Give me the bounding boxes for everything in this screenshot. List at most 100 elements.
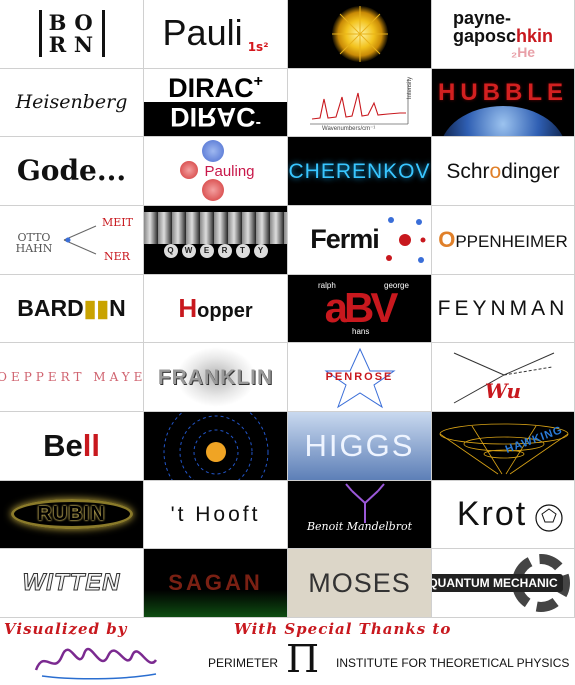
tile-abv: ralph george hans aBV [288, 274, 432, 344]
spacetime-funnel-icon [439, 423, 569, 475]
bardeen-logo: BARD▮▮N [17, 294, 126, 321]
quantum-mechanic-name: QUANTUM MECHANIC [432, 574, 563, 593]
helium-symbol: ₂He [510, 43, 536, 60]
payne-line: gaposc [452, 25, 516, 46]
schrodinger-cat-icon: o [489, 159, 502, 183]
wu-name: Wu [484, 379, 522, 404]
credits-footer: Visualized by With Special Thanks to PER… [0, 618, 575, 685]
goeppert-mayer-name: GOEPPERT MAYER [0, 370, 143, 385]
pauli-name: Pauli [162, 11, 243, 53]
tile-sagan: SAGAN [144, 549, 288, 618]
tile-hawking: HAWKING [432, 411, 575, 481]
bell-logo: Bell [43, 430, 100, 461]
fission-arrows-icon [63, 225, 97, 255]
abv-name-george: george [384, 280, 409, 290]
dirac-mirror-name: DIRAC- [170, 102, 261, 133]
key-cap: T [235, 243, 250, 258]
mushroom-o-icon: O [438, 226, 456, 252]
buckyball-icon [535, 503, 563, 532]
tile-cherenkov: CHERENKOV [288, 137, 432, 206]
payne-line: hkin [516, 25, 554, 46]
tile-penrose: PENROSE [288, 343, 432, 412]
schrodinger-logo: Schrodinger [446, 161, 559, 182]
fermi-name: Fermi [310, 224, 380, 255]
tile-sun [288, 0, 432, 69]
sun-rays-icon [332, 6, 388, 62]
franklin-name: FRANKLIN [157, 365, 274, 389]
heisenberg-name: Heisenberg [15, 90, 128, 113]
tile-bell: Bell [0, 411, 144, 481]
spectrum-ylabel: Intensity [406, 76, 413, 99]
tile-mandelbrot: Benoit Mandelbrot [288, 480, 432, 550]
key-cap: Y [253, 243, 268, 258]
special-thanks-label: With Special Thanks to [234, 620, 452, 638]
key-cap: W [181, 243, 196, 258]
typewriter-bars-icon [144, 211, 287, 244]
abv-letters: aBV [324, 284, 399, 332]
schrodinger-part: Schr [446, 159, 490, 183]
tile-kroto: Krot [432, 480, 575, 550]
tile-fermi: Fermi [288, 205, 432, 275]
tile-heisenberg: Heisenberg [0, 68, 144, 138]
decay-diagram-icon [453, 352, 555, 404]
tile-wu: Wu [432, 343, 575, 412]
moses-name: MOSES [308, 567, 411, 598]
qwerty-keys: Q W E R T Y [163, 243, 268, 258]
perimeter-pi-logo-icon: Π [286, 637, 320, 681]
born-letter: B [48, 10, 69, 36]
abv-name-hans: hans [352, 326, 370, 336]
pauli-logo: Pauli 1s² [162, 11, 269, 53]
spectrum-chart-icon [310, 78, 409, 125]
tile-goeppert-mayer: GOEPPERT MAYER [0, 343, 144, 412]
tile-otto-hahn-meitner: OTTO HAHN MEIT NER [0, 205, 144, 275]
tile-pauling: Pauling [144, 137, 288, 206]
tile-pauli: Pauli 1s² [144, 0, 288, 69]
pauling-name: Pauling [204, 162, 255, 180]
institute-label: INSTITUTE FOR THEORETICAL PHYSICS [336, 656, 570, 670]
earth-icon [440, 106, 566, 137]
hopper-logo: Hopper [178, 295, 252, 321]
feynman-name: FEYNMAN [437, 296, 569, 320]
meitner-top: MEIT [102, 215, 133, 229]
tile-dirac: DIRAC+ DIRAC- [144, 68, 288, 138]
galaxy-ring-icon [10, 499, 133, 530]
tile-hubble: HUBBLE [432, 68, 575, 138]
tile-witten: WITTEN [0, 549, 144, 618]
hopper-rest: opper [197, 300, 253, 323]
artist-signature-icon [34, 647, 158, 680]
meitner-bottom: NER [104, 249, 130, 263]
tile-moses: MOSES [288, 549, 432, 618]
tile-orbit [144, 411, 288, 481]
cherenkov-name: CHERENKOV [288, 159, 431, 183]
physicist-logo-grid: B O R N Pauli 1s² payne- gaposchkin ₂He [0, 0, 575, 618]
abv-name-ralph: ralph [318, 280, 336, 290]
tile-thooft: 't Hooft [144, 480, 288, 550]
born-logo: B O R N [38, 10, 105, 58]
orbit-field-icon [163, 411, 269, 480]
orbital-lobe-icon [202, 140, 224, 163]
spectrum-xlabel: Wavenumbers/cm⁻¹ [322, 126, 376, 133]
key-cap: Q [163, 243, 178, 258]
kroto-name: Krot [456, 495, 528, 534]
born-letter: O [74, 10, 95, 36]
tile-quantum-mechanic: QUANTUM MECHANIC [432, 549, 575, 618]
tile-hopper: Hopper [144, 274, 288, 344]
rubin-name: RUBIN [37, 503, 106, 526]
oppenheimer-logo: OPPENHEIMER [438, 226, 568, 252]
godel-name: Gode... [16, 154, 127, 188]
sagan-name: SAGAN [168, 570, 263, 596]
born-letter: R [48, 32, 69, 58]
bell-be: Be [43, 428, 83, 464]
tile-schrodinger: Schrodinger [432, 137, 575, 206]
orbital-lobe-icon [202, 179, 224, 202]
oppenheimer-rest: PPENHEIMER [455, 231, 568, 251]
tile-godel: Gode... [0, 137, 144, 206]
hopper-h: H [178, 293, 198, 324]
tile-born: B O R N [0, 0, 144, 69]
dirac-name: DIRAC+ [168, 72, 263, 103]
thooft-name: 't Hooft [170, 502, 261, 526]
transistor-icon: ▮▮ [83, 294, 110, 321]
mandelbrot-name: Benoit Mandelbrot [306, 519, 413, 533]
witten-name: WITTEN [22, 569, 121, 597]
fractal-tree-icon [345, 482, 385, 523]
